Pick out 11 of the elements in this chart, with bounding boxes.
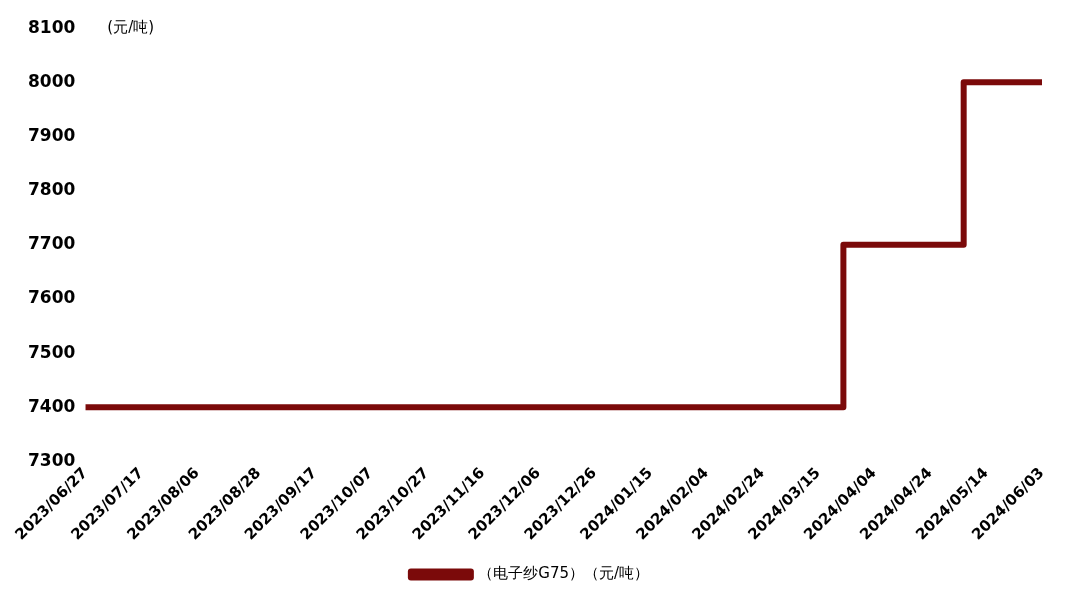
y-tick-label: 8100 xyxy=(27,16,76,37)
y-tick-label: 7800 xyxy=(27,179,76,200)
legend-label: （电子纱G75）（元/吨） xyxy=(478,564,650,583)
y-tick-label: 7300 xyxy=(27,449,76,470)
y-tick-label: 7400 xyxy=(27,395,76,416)
y-axis-title: (元/吨) xyxy=(107,18,155,37)
y-tick-label: 7500 xyxy=(27,341,76,362)
y-tick-label: 7900 xyxy=(27,124,76,145)
y-tick-label: 7700 xyxy=(27,233,76,254)
y-tick-label: 8000 xyxy=(27,70,76,91)
y-tick-label: 7600 xyxy=(27,287,76,308)
